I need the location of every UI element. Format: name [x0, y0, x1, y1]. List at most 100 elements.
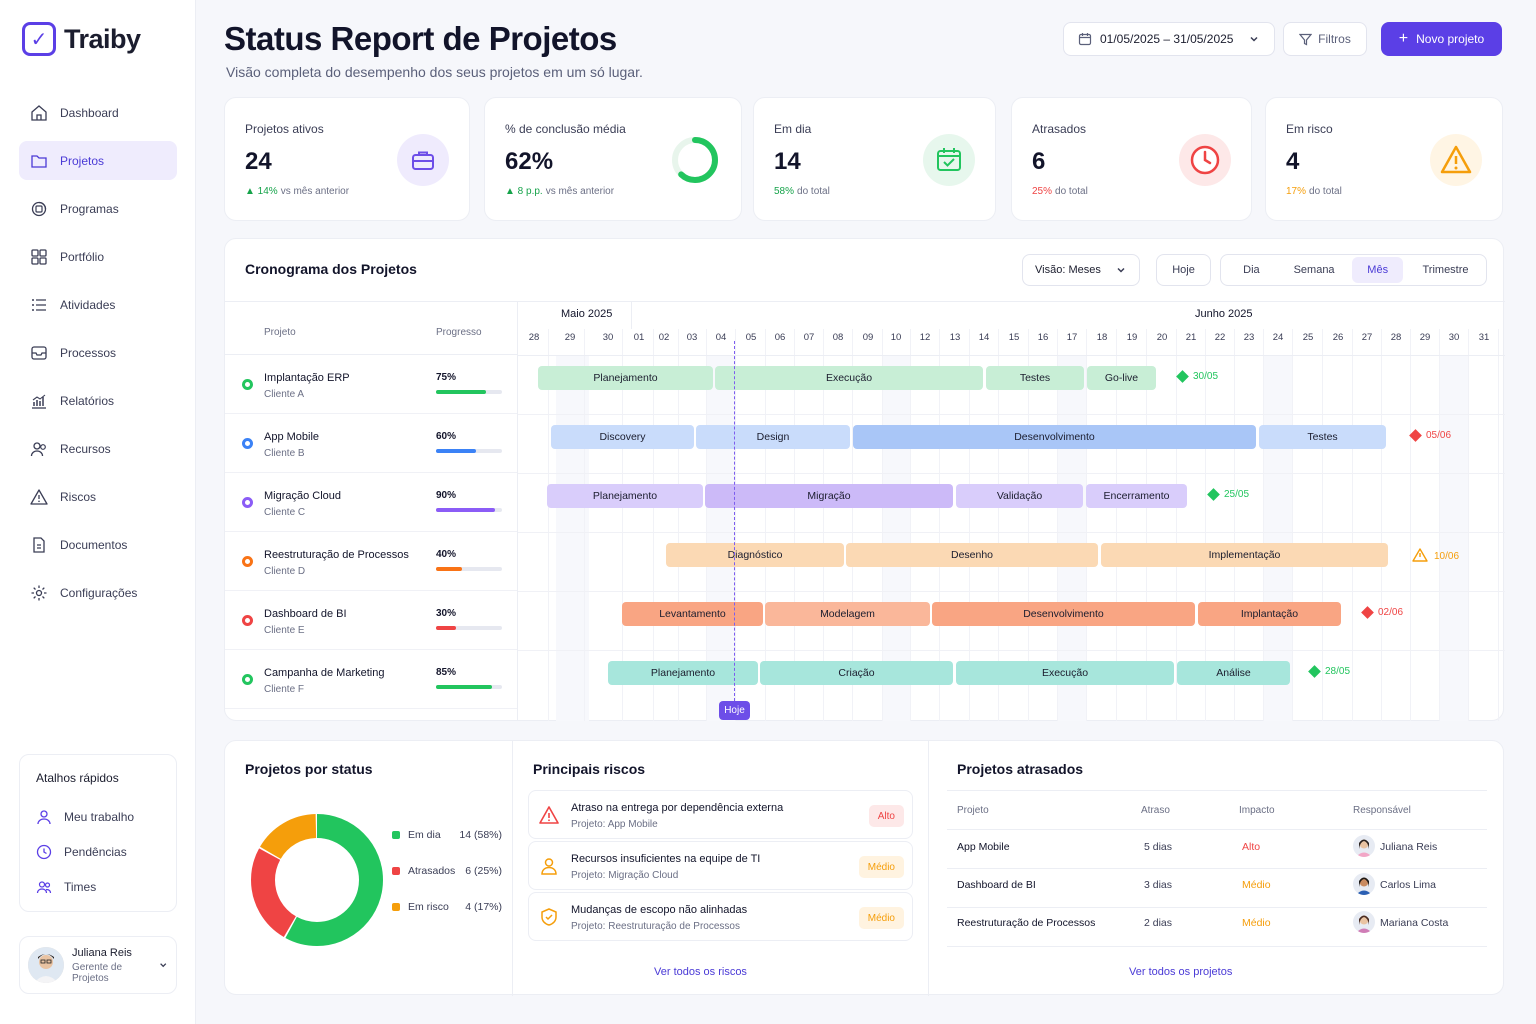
gantt-phase-bar[interactable]: Análise: [1177, 661, 1290, 685]
table-row[interactable]: App Mobile 5 dias Alto Juliana Reis: [947, 829, 1487, 865]
gantt-phase-bar[interactable]: Encerramento: [1086, 484, 1187, 508]
weekend-shade: [882, 355, 911, 721]
sidebar-item-dashboard[interactable]: Dashboard: [19, 93, 177, 132]
kpi-delta: ▲ 14%: [245, 186, 278, 197]
kpi-subtext: 17% do total: [1286, 186, 1482, 197]
sidebar-item-recursos[interactable]: Recursos: [19, 429, 177, 468]
donut-slice[interactable]: [251, 814, 383, 946]
gantt-phase-bar[interactable]: Testes: [986, 366, 1084, 390]
filters-label: Filtros: [1318, 32, 1351, 46]
shortcut-item[interactable]: Meu trabalho: [36, 799, 160, 834]
gantt-phase-bar[interactable]: Desenvolvimento: [932, 602, 1195, 626]
gantt-phase-bar[interactable]: Implantação: [1198, 602, 1341, 626]
gantt-project-row[interactable]: App Mobile Cliente B 60%: [225, 414, 517, 473]
gantt-phase-bar[interactable]: Execução: [715, 366, 983, 390]
view-all-risks-link[interactable]: Ver todos os riscos: [654, 966, 747, 978]
weekend-shade: [707, 355, 736, 721]
scale-mes[interactable]: Mês: [1352, 257, 1404, 283]
risk-item[interactable]: Atraso na entrega por dependência extern…: [528, 790, 913, 839]
new-project-button[interactable]: + Novo projeto: [1381, 22, 1502, 56]
milestone[interactable]: 30/05: [1176, 370, 1218, 383]
day-label: 31: [1478, 332, 1490, 343]
scale-trimestre[interactable]: Trimestre: [1422, 264, 1469, 276]
gantt-project-row[interactable]: Implantação ERP Cliente A 75%: [225, 355, 517, 414]
view-all-projects-link[interactable]: Ver todos os projetos: [1129, 966, 1233, 978]
milestone[interactable]: 02/06: [1361, 606, 1403, 619]
gantt-project-row[interactable]: Reestruturação de Processos Cliente D 40%: [225, 532, 517, 591]
gantt-phase-bar[interactable]: Execução: [956, 661, 1174, 685]
donut-slice[interactable]: [251, 814, 383, 946]
gantt-phase-bar[interactable]: Implementação: [1101, 543, 1388, 567]
clock-icon: [36, 844, 52, 860]
grid-line: [1381, 329, 1382, 721]
kpi-card[interactable]: Projetos ativos 24 ▲ 14% vs mês anterior: [224, 97, 470, 221]
sidebar-item-projetos[interactable]: Projetos: [19, 141, 177, 180]
sidebar-item-configuracoes[interactable]: Configurações: [19, 573, 177, 612]
sidebar-item-programas[interactable]: Programas: [19, 189, 177, 228]
scale-semana[interactable]: Semana: [1293, 264, 1335, 276]
col-project: Projeto: [264, 327, 296, 338]
grid-line: [939, 329, 940, 721]
gantt-phase-bar[interactable]: Desenho: [846, 543, 1098, 567]
gantt-phase-bar[interactable]: Planejamento: [608, 661, 758, 685]
sidebar-item-riscos[interactable]: Riscos: [19, 477, 177, 516]
chart-icon: [30, 392, 48, 410]
user-menu[interactable]: Juliana Reis Gerente de Projetos: [19, 936, 177, 994]
gantt-phase-bar[interactable]: Discovery: [551, 425, 694, 449]
kpi-card[interactable]: Em dia 14 58% do total: [753, 97, 996, 221]
gantt-phase-bar[interactable]: Go-live: [1087, 366, 1156, 390]
sidebar-item-processos[interactable]: Processos: [19, 333, 177, 372]
gantt-phase-bar[interactable]: Validação: [956, 484, 1083, 508]
user-name: Juliana Reis: [72, 946, 132, 959]
view-select[interactable]: Visão: Meses: [1022, 254, 1140, 286]
date-range-picker[interactable]: 01/05/2025 – 31/05/2025: [1063, 22, 1275, 56]
shortcut-item[interactable]: Times: [36, 869, 160, 904]
table-row[interactable]: Reestruturação de Processos 2 dias Médio Ma…: [947, 905, 1487, 941]
milestone[interactable]: 10/06: [1412, 548, 1459, 565]
legend-swatch: [392, 903, 400, 911]
gantt-phase-bar[interactable]: Levantamento: [622, 602, 763, 626]
table-row[interactable]: Dashboard de BI 3 dias Médio Carlos Lima: [947, 867, 1487, 903]
quick-shortcuts: Atalhos rápidos Meu trabalho Pendências Ti…: [19, 754, 177, 912]
grid-line: [1028, 329, 1029, 721]
day-label: 19: [1126, 332, 1138, 343]
warning-icon: [30, 488, 48, 506]
gantt-phase-bar[interactable]: Planejamento: [547, 484, 703, 508]
month-divider: [631, 301, 632, 329]
gantt-phase-bar[interactable]: Desenvolvimento: [853, 425, 1256, 449]
risk-item[interactable]: Mudanças de escopo não alinhadas Projeto:…: [528, 892, 913, 941]
gantt-phase-bar[interactable]: Design: [696, 425, 850, 449]
gantt-phase-bar[interactable]: Criação: [760, 661, 953, 685]
sidebar-item-portfolio[interactable]: Portfólio: [19, 237, 177, 276]
milestone[interactable]: 25/05: [1207, 488, 1249, 501]
col-progress: Progresso: [436, 327, 482, 338]
sidebar-item-relatorios[interactable]: Relatórios: [19, 381, 177, 420]
today-button[interactable]: Hoje: [1156, 254, 1211, 286]
gantt-phase-bar[interactable]: Migração: [705, 484, 953, 508]
gantt-project-row[interactable]: Campanha de Marketing Cliente F 85%: [225, 650, 517, 709]
status-dot-icon: [242, 379, 253, 390]
row-divider: [518, 473, 1505, 474]
status-title: Projetos por status: [245, 761, 373, 777]
gantt-project-row[interactable]: Dashboard de BI Cliente E 30%: [225, 591, 517, 650]
gantt-phase-bar[interactable]: Modelagem: [765, 602, 930, 626]
grid-line: [765, 329, 766, 721]
milestone[interactable]: 05/06: [1409, 429, 1451, 442]
gantt-project-row[interactable]: Migração Cloud Cliente C 90%: [225, 473, 517, 532]
filters-button[interactable]: Filtros: [1283, 22, 1367, 56]
gantt-phase-bar[interactable]: Planejamento: [538, 366, 713, 390]
kpi-card[interactable]: % de conclusão média 62% ▲ 8 p.p. vs mês an…: [484, 97, 742, 221]
shortcut-item[interactable]: Pendências: [36, 834, 160, 869]
logo[interactable]: ✓ Traiby: [22, 22, 141, 56]
sidebar-item-atividades[interactable]: Atividades: [19, 285, 177, 324]
day-label: 29: [564, 332, 576, 343]
sidebar-item-documentos[interactable]: Documentos: [19, 525, 177, 564]
kpi-card[interactable]: Em risco 4 17% do total: [1265, 97, 1503, 221]
risk-item[interactable]: Recursos insuficientes na equipe de TI Pr…: [528, 841, 913, 890]
scale-dia[interactable]: Dia: [1243, 264, 1260, 276]
warning-icon: [1412, 548, 1428, 565]
gantt-phase-bar[interactable]: Testes: [1259, 425, 1386, 449]
gantt-phase-bar[interactable]: Diagnóstico: [666, 543, 844, 567]
kpi-card[interactable]: Atrasados 6 25% do total: [1011, 97, 1252, 221]
milestone[interactable]: 28/05: [1308, 665, 1350, 678]
